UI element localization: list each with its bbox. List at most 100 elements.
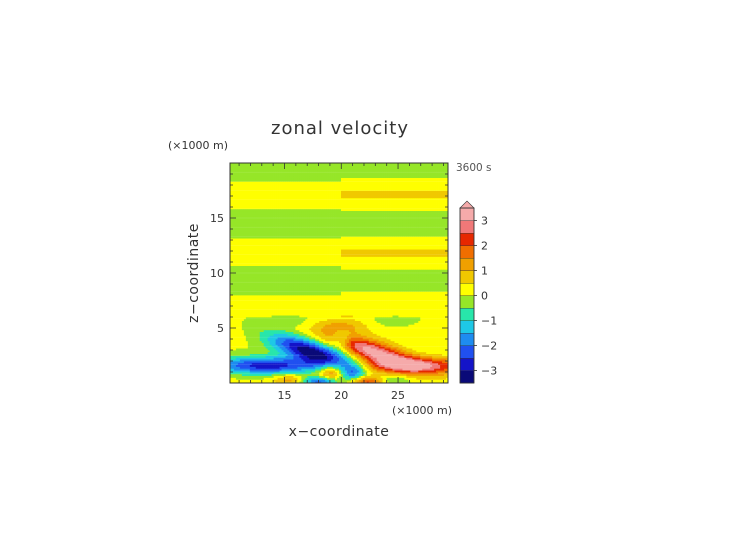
field-cell — [235, 361, 239, 364]
field-cell — [295, 337, 298, 340]
field-cell — [420, 344, 423, 347]
field-cell — [297, 368, 300, 371]
field-cell — [344, 370, 348, 373]
field-cell — [315, 366, 318, 369]
field-cell — [364, 335, 368, 338]
field-cell — [398, 370, 401, 373]
field-cell — [239, 381, 243, 383]
field-cell — [231, 348, 235, 351]
field-cell — [235, 357, 239, 360]
field-cell — [346, 357, 350, 360]
field-cell — [293, 370, 296, 373]
field-cell — [410, 361, 413, 364]
field-cell — [287, 329, 290, 333]
field-cell — [346, 362, 350, 366]
field-cell — [315, 348, 318, 351]
field-cell — [230, 366, 233, 369]
field-cell — [241, 344, 245, 347]
field-cell — [432, 368, 435, 371]
field-cell — [348, 337, 352, 340]
field-cell — [237, 373, 241, 377]
field-cell — [303, 329, 306, 333]
field-cell — [339, 337, 342, 340]
field-cell — [329, 337, 332, 340]
field-cell — [372, 368, 376, 371]
field-cell — [271, 366, 274, 369]
field-cell — [410, 366, 413, 369]
field-cell — [366, 377, 370, 380]
field-cell — [376, 370, 379, 373]
field-cell — [446, 353, 448, 356]
field-cell — [382, 335, 385, 338]
field-cell — [247, 364, 251, 367]
field-cell — [428, 346, 431, 349]
field-cell — [434, 350, 437, 353]
field-cell — [313, 350, 316, 353]
field-cell — [414, 328, 417, 331]
field-cell — [233, 355, 237, 358]
field-cell — [317, 340, 320, 344]
field-cell — [309, 366, 312, 369]
field-cell — [295, 379, 298, 382]
field-cell — [382, 362, 385, 366]
field-cell — [271, 339, 274, 342]
field-cell — [438, 379, 441, 382]
field-cell — [247, 350, 251, 353]
field-cell — [245, 339, 249, 342]
field-cell — [325, 350, 328, 353]
field-cell — [307, 377, 310, 380]
field-cell — [253, 353, 257, 356]
field-cell — [247, 375, 251, 378]
field-cell — [386, 342, 389, 345]
field-cell — [362, 355, 366, 358]
field-cell — [339, 353, 342, 356]
field-cell — [374, 373, 377, 377]
field-cell — [446, 333, 448, 336]
field-cell — [410, 373, 413, 377]
field-cell — [414, 364, 417, 367]
field-cell — [358, 335, 362, 338]
field-cell — [434, 337, 437, 340]
field-cell — [289, 353, 292, 356]
field-cell — [257, 353, 261, 356]
field-cell — [436, 344, 439, 347]
field-cell — [426, 353, 429, 356]
field-cell — [271, 357, 274, 360]
field-cell — [420, 339, 423, 342]
field-cell — [374, 379, 377, 382]
field-cell — [309, 377, 312, 380]
field-cell — [342, 370, 346, 373]
field-cell — [344, 357, 348, 360]
field-cell — [398, 372, 401, 375]
field-cell — [368, 340, 372, 344]
field-cell — [376, 355, 379, 358]
field-cell — [235, 366, 239, 369]
field-cell — [360, 361, 364, 364]
field-cell — [289, 372, 292, 375]
field-cell — [444, 328, 447, 331]
field-cell — [366, 375, 370, 378]
field-cell — [237, 335, 241, 338]
field-cell — [335, 379, 338, 382]
field-cell — [291, 328, 294, 331]
field-cell — [442, 340, 445, 344]
field-cell — [392, 328, 395, 331]
field-cell — [386, 372, 389, 375]
field-cell — [428, 350, 431, 353]
field-cell — [231, 372, 235, 375]
field-cell — [233, 373, 237, 377]
field-cell — [370, 346, 374, 349]
field-cell — [279, 373, 282, 377]
field-cell — [376, 337, 379, 340]
field-cell — [354, 350, 358, 353]
field-cell — [364, 344, 368, 347]
field-cell — [289, 340, 292, 344]
field-cell — [295, 333, 298, 336]
field-cell — [414, 342, 417, 345]
field-cell — [325, 373, 328, 377]
field-cell — [430, 364, 433, 367]
field-cell — [402, 377, 405, 380]
field-cell — [446, 381, 448, 383]
field-cell — [372, 364, 376, 367]
field-cell — [309, 335, 312, 338]
